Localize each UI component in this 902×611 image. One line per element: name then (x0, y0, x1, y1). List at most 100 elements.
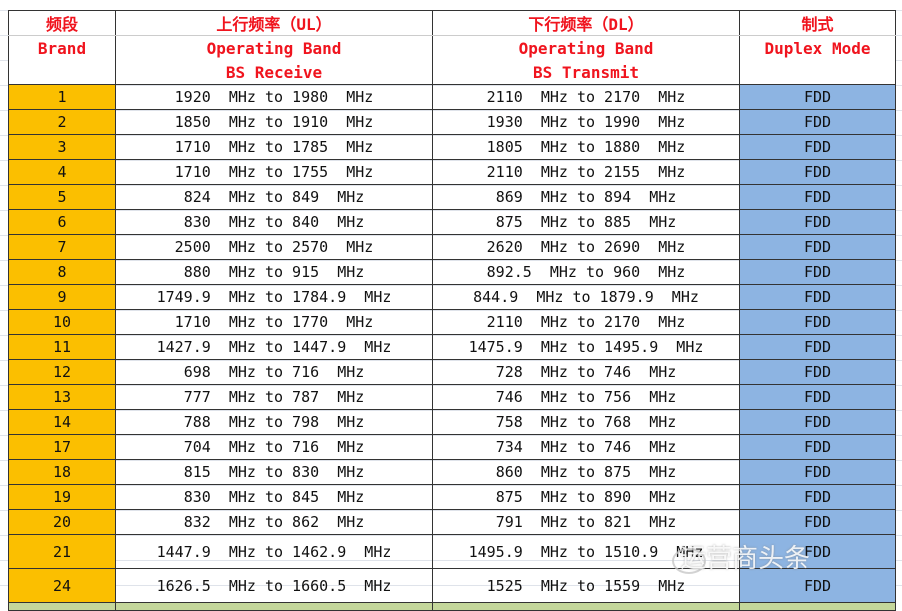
duplex-mode-cell: FDD (739, 234, 896, 260)
band-cell: 4 (8, 159, 116, 185)
dl-range-cell: 1475.9 MHz to 1495.9 MHz (432, 334, 740, 360)
dl-range-cell: 844.9 MHz to 1879.9 MHz (432, 284, 740, 310)
header-dl-zh: 下行频率（DL） (432, 10, 740, 36)
duplex-mode-cell: FDD (739, 134, 896, 160)
band-cell: 20 (8, 509, 116, 535)
band-cell: 6 (8, 209, 116, 235)
duplex-mode-cell: FDD (739, 434, 896, 460)
duplex-mode-cell: FDD (739, 109, 896, 135)
duplex-mode-cell: FDD (739, 84, 896, 110)
table-row: 5 824 MHz to 849 MHz 869 MHz to 894 MHz FDD (8, 184, 896, 210)
dl-range-cell: 2620 MHz to 2690 MHz (432, 234, 740, 260)
dl-range-cell: 869 MHz to 894 MHz (432, 184, 740, 210)
ul-range-cell: 777 MHz to 787 MHz (115, 384, 433, 410)
header-ul-en: Operating Band (115, 35, 433, 60)
header-row-en: Brand Operating Band Operating Band Dupl… (8, 35, 896, 60)
band-cell: 11 (8, 334, 116, 360)
ul-range-cell: 698 MHz to 716 MHz (115, 359, 433, 385)
ul-range-cell: 1920 MHz to 1980 MHz (115, 84, 433, 110)
duplex-mode-cell: FDD (739, 384, 896, 410)
band-cell: 2 (8, 109, 116, 135)
header-row-zh: 频段 上行频率（UL） 下行频率（DL） 制式 (8, 10, 896, 36)
ul-range-cell: 1710 MHz to 1755 MHz (115, 159, 433, 185)
ul-range-cell: 1710 MHz to 1785 MHz (115, 134, 433, 160)
watermark-chat-icon (672, 548, 706, 574)
header-mode-en2 (739, 60, 896, 85)
dl-range-cell: 860 MHz to 875 MHz (432, 459, 740, 485)
band-cell: 13 (8, 384, 116, 410)
band-cell: 21 (8, 534, 116, 569)
header-dl-en2: BS Transmit (432, 60, 740, 85)
ul-range-cell: 704 MHz to 716 MHz (115, 434, 433, 460)
ul-range-cell: 1447.9 MHz to 1462.9 MHz (115, 534, 433, 569)
duplex-mode-cell: FDD (739, 159, 896, 185)
ul-range-cell: 815 MHz to 830 MHz (115, 459, 433, 485)
ul-range-cell: 880 MHz to 915 MHz (115, 259, 433, 285)
duplex-mode-cell: FDD (739, 309, 896, 335)
duplex-mode-cell: FDD (739, 568, 896, 603)
band-cell: 5 (8, 184, 116, 210)
dl-range-cell: 892.5 MHz to 960 MHz (432, 259, 740, 285)
duplex-mode-cell: FDD (739, 209, 896, 235)
lte-band-table: 频段 上行频率（UL） 下行频率（DL） 制式 Brand Operating … (8, 10, 896, 611)
header-band-en2 (8, 60, 116, 85)
duplex-mode-cell: FDD (739, 359, 896, 385)
band-cell: 10 (8, 309, 116, 335)
band-cell: 19 (8, 484, 116, 510)
header-row-en2: BS Receive BS Transmit (8, 60, 896, 85)
dl-range-cell: 1930 MHz to 1990 MHz (432, 109, 740, 135)
band-cell: 3 (8, 134, 116, 160)
header-mode-en: Duplex Mode (739, 35, 896, 60)
band-cell: 7 (8, 234, 116, 260)
duplex-mode-cell: FDD (739, 259, 896, 285)
table-row: 8 880 MHz to 915 MHz 892.5 MHz to 960 MHz F… (8, 259, 896, 285)
duplex-mode-cell: FDD (739, 334, 896, 360)
dl-range-cell: 1805 MHz to 1880 MHz (432, 134, 740, 160)
watermark-text: 运营商头条 (680, 544, 811, 574)
footer-cell (8, 602, 116, 611)
band-cell: 12 (8, 359, 116, 385)
dl-range-cell: 758 MHz to 768 MHz (432, 409, 740, 435)
ul-range-cell: 788 MHz to 798 MHz (115, 409, 433, 435)
header-band-zh: 频段 (8, 10, 116, 36)
table-row: 1 1920 MHz to 1980 MHz 2110 MHz to 2170 MH… (8, 84, 896, 110)
dl-range-cell: 791 MHz to 821 MHz (432, 509, 740, 535)
duplex-mode-cell: FDD (739, 534, 896, 569)
ul-range-cell: 824 MHz to 849 MHz (115, 184, 433, 210)
band-cell: 14 (8, 409, 116, 435)
table-row: 11 1427.9 MHz to 1447.9 MHz 1475.9 MHz to … (8, 334, 896, 360)
ul-range-cell: 2500 MHz to 2570 MHz (115, 234, 433, 260)
dl-range-cell: 2110 MHz to 2155 MHz (432, 159, 740, 185)
table-row: 12 698 MHz to 716 MHz 728 MHz to 746 MHz FD… (8, 359, 896, 385)
table-row: 3 1710 MHz to 1785 MHz 1805 MHz to 1880 MH… (8, 134, 896, 160)
ul-range-cell: 832 MHz to 862 MHz (115, 509, 433, 535)
header-mode-zh: 制式 (739, 10, 896, 36)
dl-range-cell: 734 MHz to 746 MHz (432, 434, 740, 460)
duplex-mode-cell: FDD (739, 284, 896, 310)
table-row: 24 1626.5 MHz to 1660.5 MHz 1525 MHz to 15… (8, 568, 896, 603)
footer-cell (432, 602, 740, 611)
table-row: 18 815 MHz to 830 MHz 860 MHz to 875 MHz FD… (8, 459, 896, 485)
header-band-en: Brand (8, 35, 116, 60)
dl-range-cell: 746 MHz to 756 MHz (432, 384, 740, 410)
ul-range-cell: 1626.5 MHz to 1660.5 MHz (115, 568, 433, 603)
table-row: 9 1749.9 MHz to 1784.9 MHz 844.9 MHz to 18… (8, 284, 896, 310)
band-cell: 1 (8, 84, 116, 110)
duplex-mode-cell: FDD (739, 184, 896, 210)
footer-cell (739, 602, 896, 611)
band-cell: 24 (8, 568, 116, 603)
band-cell: 8 (8, 259, 116, 285)
header-ul-zh: 上行频率（UL） (115, 10, 433, 36)
table-row: 4 1710 MHz to 1755 MHz 2110 MHz to 2155 MH… (8, 159, 896, 185)
dl-range-cell: 875 MHz to 890 MHz (432, 484, 740, 510)
ul-range-cell: 1710 MHz to 1770 MHz (115, 309, 433, 335)
table-row: 20 832 MHz to 862 MHz 791 MHz to 821 MHz FD… (8, 509, 896, 535)
band-cell: 9 (8, 284, 116, 310)
table-row: 10 1710 MHz to 1770 MHz 2110 MHz to 2170 M… (8, 309, 896, 335)
footer-cell (115, 602, 433, 611)
duplex-mode-cell: FDD (739, 484, 896, 510)
duplex-mode-cell: FDD (739, 509, 896, 535)
ul-range-cell: 830 MHz to 840 MHz (115, 209, 433, 235)
ul-range-cell: 1749.9 MHz to 1784.9 MHz (115, 284, 433, 310)
table-row: 6 830 MHz to 840 MHz 875 MHz to 885 MHz FDD (8, 209, 896, 235)
